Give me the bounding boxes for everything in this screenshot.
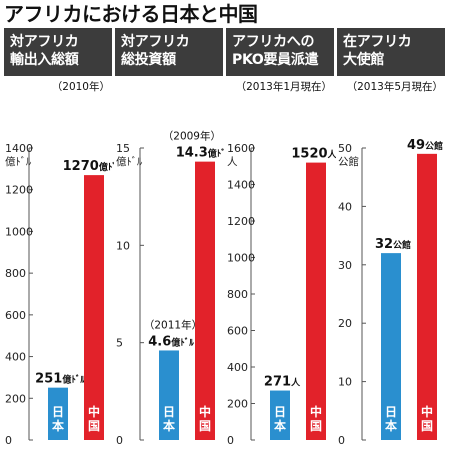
panel-2-bar-note: （2009年） [163,130,221,143]
panel-4-category-label: 中国 [421,404,433,433]
panel-3-tick-label: 400 [227,361,248,374]
panel-2-value-label: 4.6億ﾄﾞﾙ [148,334,194,349]
panel-1-tick-label: 600 [5,309,26,322]
panel-4-tick-label: 30 [338,259,352,272]
panel-3-tick-label: 0 [227,434,234,447]
panel-2-tick-label: 10 [116,239,130,252]
panel-1-title-line: 輸出入総額 [10,52,79,68]
panel-1-value-label: 251億ﾄﾞﾙ [35,372,85,387]
panel-3-unit-label: 1600 [227,142,255,155]
panel-3-tick-label: 800 [227,288,248,301]
panel-3-tick-label: 1200 [227,215,255,228]
panel-2-category-label: 中国 [199,404,211,433]
panel-2-bar-japan [159,350,179,440]
panel-3-title-line: PKO要員派遣 [232,52,319,68]
panel-2-tick-label: 5 [116,337,123,350]
panel-1-tick-label: 200 [5,392,26,405]
panel-3-title-line: アフリカへの [232,34,315,50]
panel-4-tick-label: 10 [338,376,352,389]
panel-3-note: （2013年1月現在） [236,80,332,93]
panel-2-unit-label: 15 [116,142,130,155]
panel-4-bar-china [417,153,437,440]
panel-1-tick-label: 0 [5,434,12,447]
panel-3-tick-label: 1400 [227,179,255,192]
panel-3-plot: （2013年1月現在） 0 200 400 600 800 1000 1200 1400 1600… [227,80,336,447]
panel-4-title-line: 大使館 [343,52,385,68]
panel-4-unit-label: 公館 [338,155,359,168]
panel-2-tick-label: 0 [116,434,123,447]
panel-4-header: 在アフリカ 大使館 [337,28,445,76]
panel-1-tick-label: 1000 [5,225,33,238]
panel-4-category-label: 日本 [385,405,397,433]
panel-3-tick-label: 200 [227,398,248,411]
panel-1-category-label: 中国 [88,404,100,433]
panel-4-unit-label: 50 [338,142,352,155]
panel-3-bar-china [306,162,326,440]
panel-2-unit-label: 億ﾄﾞﾙ [116,155,143,168]
panel-3-value-label: 271人 [264,375,301,390]
panel-1-title-line: 対アフリカ [10,34,79,50]
panel-4-tick-label: 20 [338,317,352,330]
panel-1-value-label: 1270億ﾄﾞﾙ [63,159,114,174]
panel-3-unit-label: 人 [227,156,238,168]
panel-1-header: 対アフリカ輸出入総額 [4,28,112,76]
panel-3-header: アフリカへの PKO要員派遣 [226,28,334,76]
panel-4-tick-label: 40 [338,200,352,213]
panel-1-tick-label: 800 [5,267,26,280]
panel-1-note: （2010年） [52,80,110,93]
panel-1-category-label: 日本 [52,405,64,433]
panel-3-value-label: 1520人 [291,147,336,162]
panel-1-unit-label: 億ﾄﾞﾙ [5,155,32,168]
panel-4-title-line: 在アフリカ [343,34,412,50]
panel-1-bar-china [84,175,104,440]
panel-3-tick-label: 1000 [227,252,255,265]
panel-2-title-line: 総投資額 [121,52,176,68]
panel-4-value-label: 49公館 [407,138,443,153]
panel-1-tick-label: 1200 [5,184,33,197]
panel-1-unit-label: 1400 [5,142,33,155]
panel-3-tick-label: 600 [227,325,248,338]
panel-1-tick-label: 400 [5,351,26,364]
panel-2-value-label: 14.3億ﾄﾞﾙ [176,146,225,161]
panel-2-title-line: 対アフリカ [121,34,190,50]
panel-3-category-label: 中国 [310,404,322,433]
chart-title: アフリカにおける日本と中国 [4,2,258,26]
panel-1-bar-japan [48,387,68,440]
panel-2-bar-note: （2011年） [144,318,202,331]
panel-4-value-label: 32公館 [375,237,411,252]
chart-panels: 対アフリカ 輸出入総額 （2010年） 0 200 400 600 800 1000 1200 14… [3,28,447,448]
panel-3-category-label: 日本 [274,405,286,433]
panel-2-category-label: 日本 [163,405,175,433]
panel-3-bar-japan [270,390,290,440]
panel-2-bar-china [195,161,215,441]
panel-2-header: 対アフリカ 総投資額 [115,28,223,76]
panel-4-bar-japan [381,253,401,440]
panel-4-note: （2013年5月現在） [347,80,443,93]
panel-4-tick-label: 0 [338,434,345,447]
